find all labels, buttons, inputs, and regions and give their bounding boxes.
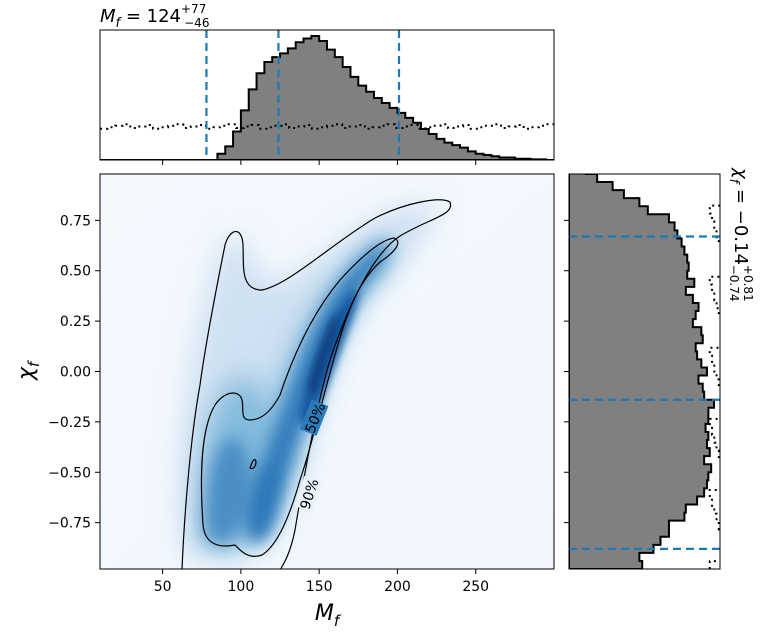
x-tick-label: 250 — [462, 579, 489, 595]
mf-posterior-histogram — [100, 35, 554, 160]
y-tick-label: 0.00 — [60, 365, 91, 381]
right-histogram-panel: χf = −0.14+0.81−0.74 — [564, 167, 755, 570]
x-tick-label: 150 — [306, 579, 333, 595]
y-tick-label: −0.75 — [48, 516, 91, 532]
y-tick-label: −0.50 — [48, 465, 91, 481]
y-tick-label: −0.25 — [48, 415, 91, 431]
chi-prior-histogram — [708, 204, 720, 569]
x-tick-label: 50 — [154, 579, 172, 595]
contour-90 — [181, 199, 452, 569]
x-axis-label: Mf — [315, 601, 342, 630]
density-heatmap — [181, 199, 452, 569]
y-tick-label: 0.50 — [60, 264, 91, 280]
chi-summary-title: χf = −0.14+0.81−0.74 — [726, 167, 755, 302]
x-tick-label: 100 — [228, 579, 255, 595]
y-axis-label: χf — [14, 359, 43, 381]
y-tick-label: 0.25 — [60, 314, 91, 330]
x-tick-label: 200 — [384, 579, 411, 595]
mf-summary-title: Mf = 124+77 −46 — [100, 2, 209, 31]
chi-posterior-histogram — [569, 174, 715, 569]
contour-50 — [200, 237, 399, 557]
mf-prior-histogram — [100, 123, 554, 130]
top-histogram-panel: Mf = 124+77 −46 — [99, 2, 555, 165]
joint-density-panel: 50% 90% 50 100 150 200 2500.750.500.250.00−0… — [14, 173, 555, 630]
y-tick-label: 0.75 — [60, 213, 91, 229]
